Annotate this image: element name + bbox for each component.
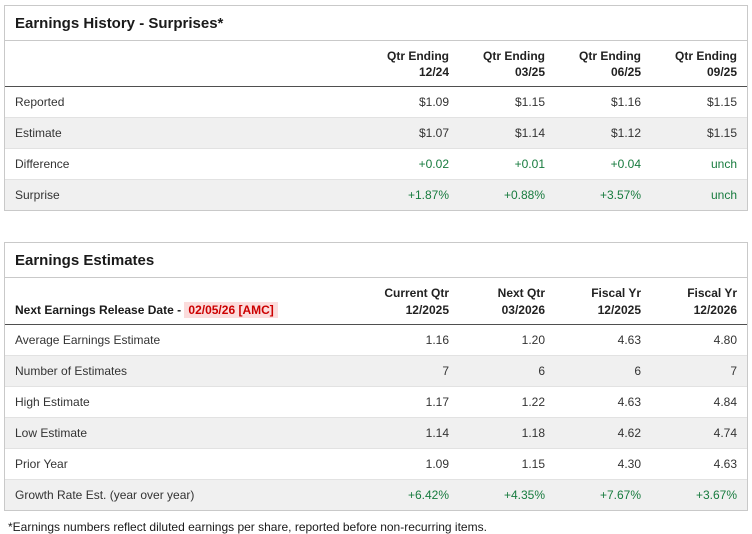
surprises-header-row: Qtr Ending 12/24 Qtr Ending 03/25 Qtr En… <box>5 41 747 88</box>
cell: 1.20 <box>459 324 555 356</box>
cell: 6 <box>459 355 555 387</box>
cell: $1.12 <box>555 117 651 150</box>
surprises-table: Qtr Ending 12/24 Qtr Ending 03/25 Qtr En… <box>5 41 747 211</box>
cell: 1.15 <box>459 448 555 480</box>
estimates-table: Next Earnings Release Date - 02/05/26 [A… <box>5 278 747 510</box>
cell: 7 <box>651 355 747 387</box>
column-header: Qtr Ending 06/25 <box>555 41 651 88</box>
estimates-section: Earnings Estimates Next Earnings Release… <box>4 242 748 511</box>
cell: 4.74 <box>651 417 747 449</box>
surprises-header-spacer <box>5 41 363 88</box>
cell: +1.87% <box>407 188 449 203</box>
cell: $1.14 <box>459 117 555 150</box>
cell: 1.17 <box>363 386 459 418</box>
surprises-title: Earnings History - Surprises* <box>5 6 747 41</box>
next-earnings-release: Next Earnings Release Date - 02/05/26 [A… <box>5 278 363 325</box>
table-row: Estimate $1.07 $1.14 $1.12 $1.15 <box>5 117 747 150</box>
cell: 7 <box>363 355 459 387</box>
cell: $1.09 <box>363 86 459 119</box>
table-row: Low Estimate 1.14 1.18 4.62 4.74 <box>5 417 747 449</box>
cell: 1.22 <box>459 386 555 418</box>
table-row: Reported $1.09 $1.15 $1.16 $1.15 <box>5 86 747 119</box>
row-label: Difference <box>5 148 363 181</box>
cell: 1.18 <box>459 417 555 449</box>
estimates-header-row: Next Earnings Release Date - 02/05/26 [A… <box>5 278 747 325</box>
cell: +0.04 <box>555 148 651 181</box>
cell: +4.35% <box>503 487 545 502</box>
cell: 4.84 <box>651 386 747 418</box>
row-label: Low Estimate <box>5 417 363 449</box>
cell: $1.15 <box>651 117 747 150</box>
cell: $1.07 <box>363 117 459 150</box>
cell: 1.14 <box>363 417 459 449</box>
cell: $1.15 <box>651 86 747 119</box>
table-row: Prior Year 1.09 1.15 4.30 4.63 <box>5 448 747 480</box>
release-date-label: Next Earnings Release Date - <box>15 302 185 317</box>
row-label: Number of Estimates <box>5 355 363 387</box>
column-header: Qtr Ending 12/24 <box>363 41 459 88</box>
cell: +0.02 <box>363 148 459 181</box>
cell: 6 <box>555 355 651 387</box>
cell: 1.16 <box>363 324 459 356</box>
footnote: *Earnings numbers reflect diluted earnin… <box>8 519 487 534</box>
cell: +0.01 <box>459 148 555 181</box>
cell: +3.67% <box>695 487 737 502</box>
cell: +7.67% <box>599 487 641 502</box>
column-header: Fiscal Yr 12/2025 <box>555 278 651 325</box>
release-date-value: 02/05/26 [AMC] <box>184 301 278 318</box>
cell: +3.57% <box>599 188 641 203</box>
row-label: Reported <box>5 86 363 119</box>
cell: $1.16 <box>555 86 651 119</box>
section-gap <box>4 211 748 242</box>
column-header: Fiscal Yr 12/2026 <box>651 278 747 325</box>
column-header: Next Qtr 03/2026 <box>459 278 555 325</box>
cell: 4.63 <box>555 386 651 418</box>
cell: unch <box>651 148 747 181</box>
row-label: Prior Year <box>5 448 363 480</box>
row-label: High Estimate <box>5 386 363 418</box>
table-row: Difference +0.02 +0.01 +0.04 unch <box>5 148 747 181</box>
cell: unch <box>710 188 737 203</box>
table-row: Average Earnings Estimate 1.16 1.20 4.63… <box>5 324 747 356</box>
row-label: Growth Rate Est. (year over year) <box>15 487 195 502</box>
column-header: Current Qtr 12/2025 <box>363 278 459 325</box>
cell: $1.15 <box>459 86 555 119</box>
cell: 4.80 <box>651 324 747 356</box>
column-header: Qtr Ending 09/25 <box>651 41 747 88</box>
cell: 4.63 <box>555 324 651 356</box>
table-row: Surprise +1.87% +0.88% +3.57% unch <box>5 179 747 211</box>
cell: +6.42% <box>407 487 449 502</box>
surprises-section: Earnings History - Surprises* Qtr Ending… <box>4 5 748 212</box>
table-row: Number of Estimates 7 6 6 7 <box>5 355 747 387</box>
table-row: Growth Rate Est. (year over year) +6.42%… <box>5 479 747 510</box>
row-label: Estimate <box>5 117 363 150</box>
row-label: Average Earnings Estimate <box>5 324 363 356</box>
estimates-title: Earnings Estimates <box>5 243 747 279</box>
cell: 4.62 <box>555 417 651 449</box>
row-label: Surprise <box>15 188 60 203</box>
table-row: High Estimate 1.17 1.22 4.63 4.84 <box>5 386 747 418</box>
cell: 1.09 <box>363 448 459 480</box>
cell: +0.88% <box>503 188 545 203</box>
cell: 4.30 <box>555 448 651 480</box>
column-header: Qtr Ending 03/25 <box>459 41 555 88</box>
cell: 4.63 <box>651 448 747 480</box>
